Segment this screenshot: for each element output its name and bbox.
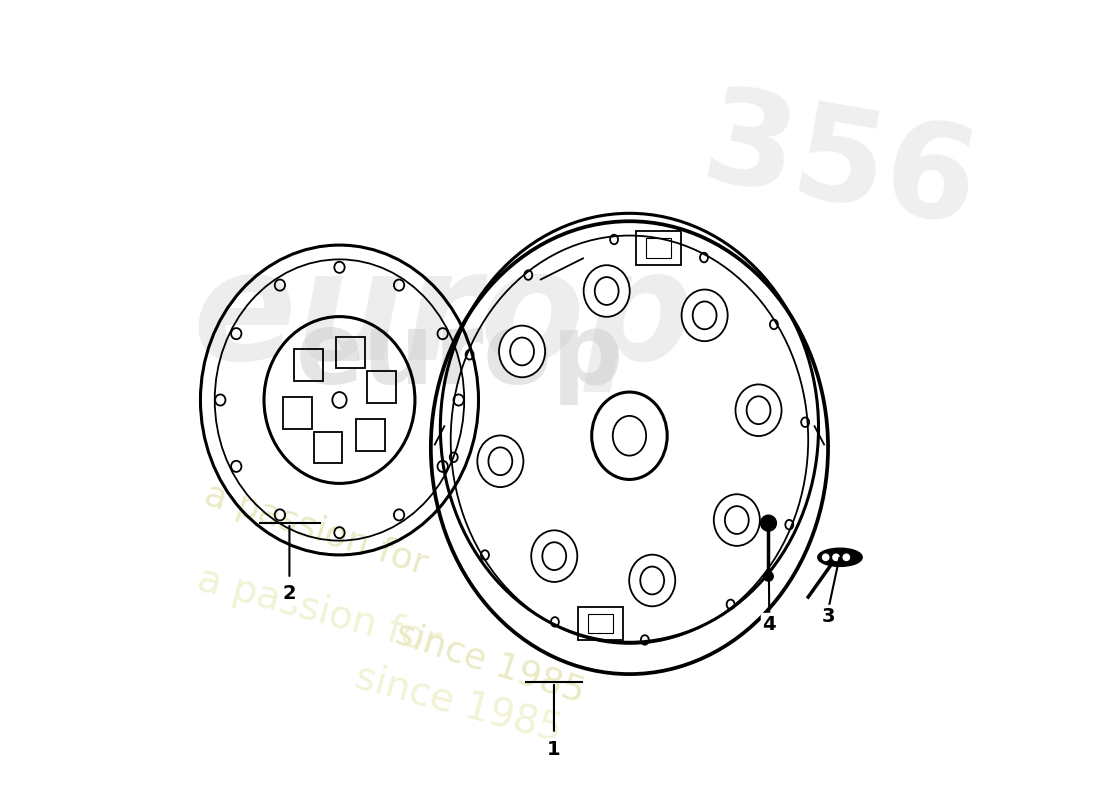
Text: 1: 1 bbox=[547, 740, 561, 759]
Circle shape bbox=[760, 515, 777, 531]
Text: europ: europ bbox=[296, 308, 625, 405]
Ellipse shape bbox=[714, 494, 760, 546]
Text: since 1985: since 1985 bbox=[351, 658, 566, 750]
Ellipse shape bbox=[584, 265, 629, 317]
Circle shape bbox=[823, 554, 829, 561]
Text: 356: 356 bbox=[693, 79, 987, 252]
Text: 3: 3 bbox=[822, 606, 835, 626]
Ellipse shape bbox=[531, 530, 578, 582]
Ellipse shape bbox=[736, 385, 782, 436]
Ellipse shape bbox=[477, 435, 524, 487]
Text: since 1985: since 1985 bbox=[392, 615, 590, 709]
Ellipse shape bbox=[818, 549, 861, 566]
Ellipse shape bbox=[629, 554, 675, 606]
Text: a passion for: a passion for bbox=[192, 561, 444, 662]
Text: europ: europ bbox=[192, 243, 694, 392]
Circle shape bbox=[763, 571, 773, 581]
Circle shape bbox=[833, 554, 839, 561]
Circle shape bbox=[843, 554, 849, 561]
Ellipse shape bbox=[499, 326, 546, 378]
Text: a passion for: a passion for bbox=[200, 478, 432, 582]
Text: 2: 2 bbox=[283, 584, 296, 603]
Text: 4: 4 bbox=[762, 614, 777, 634]
Ellipse shape bbox=[682, 290, 728, 341]
